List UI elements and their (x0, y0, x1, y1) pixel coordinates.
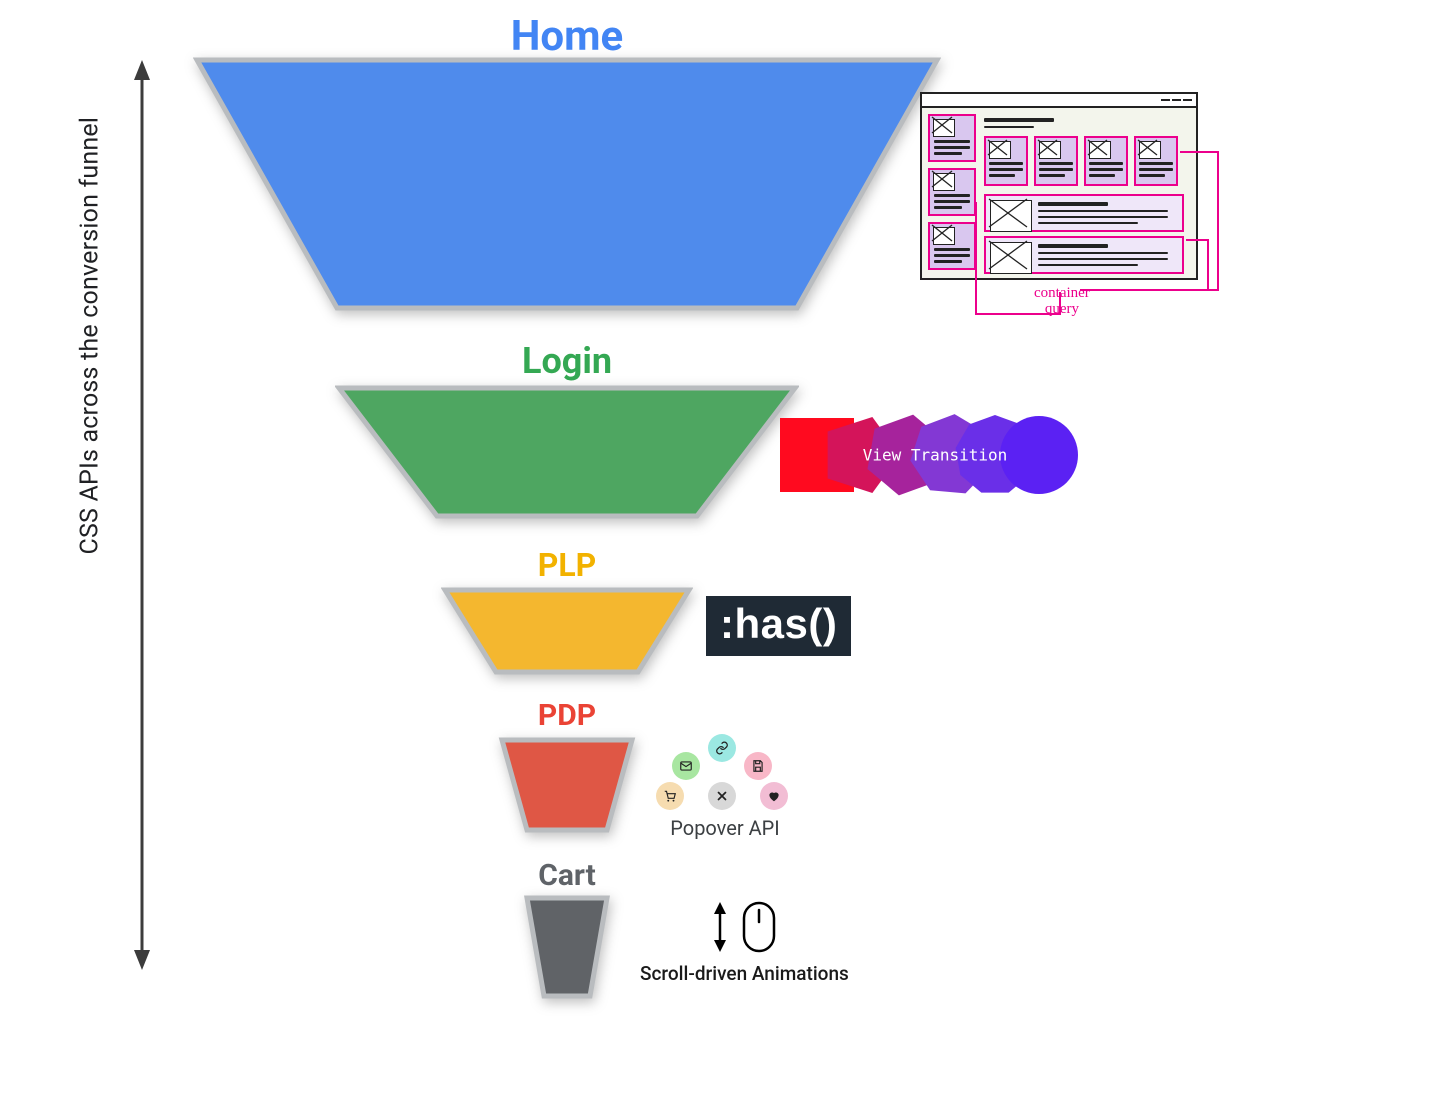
funnel-segment-pdp (498, 736, 636, 834)
popover-bubble-cart-icon (656, 782, 684, 810)
stage-title-pdp: PDP (538, 698, 596, 733)
popover-bubble-heart-icon (760, 782, 788, 810)
stage-title-home: Home (511, 12, 623, 61)
popover-bubble-save-icon (744, 752, 772, 780)
axis-arrow-icon (130, 60, 154, 970)
popover-bubble-mail-icon (672, 752, 700, 780)
funnel-segment-plp (441, 586, 693, 676)
popover-label: Popover API (650, 816, 800, 840)
funnel-segment-cart (523, 894, 611, 1000)
scroll-driven-label: Scroll-driven Animations (640, 962, 849, 985)
stage-title-login: Login (522, 340, 612, 382)
funnel-segment-home (193, 56, 941, 312)
vertical-arrow-icon (711, 902, 729, 952)
popover-bubble-link-icon (708, 734, 736, 762)
stage-title-cart: Cart (538, 858, 596, 893)
view-transition-label: View Transition (863, 446, 1008, 465)
stage-title-plp: PLP (538, 546, 597, 584)
popover-bubble-close-icon (708, 782, 736, 810)
scroll-driven-illustration: Scroll-driven Animations (640, 900, 849, 985)
axis-label: CSS APIs across the conversion funnel (76, 117, 105, 555)
wireframe-box (920, 92, 1198, 280)
view-transition-illustration: View Transition (780, 400, 1090, 510)
funnel-segment-login (335, 384, 799, 520)
view-transition-shape (1000, 416, 1078, 494)
popover-illustration: Popover API (650, 730, 800, 840)
container-query-label: container query (1034, 286, 1090, 318)
wireframe-titlebar (922, 94, 1196, 108)
has-selector-badge: :has() (706, 596, 851, 656)
mouse-icon (741, 900, 777, 954)
